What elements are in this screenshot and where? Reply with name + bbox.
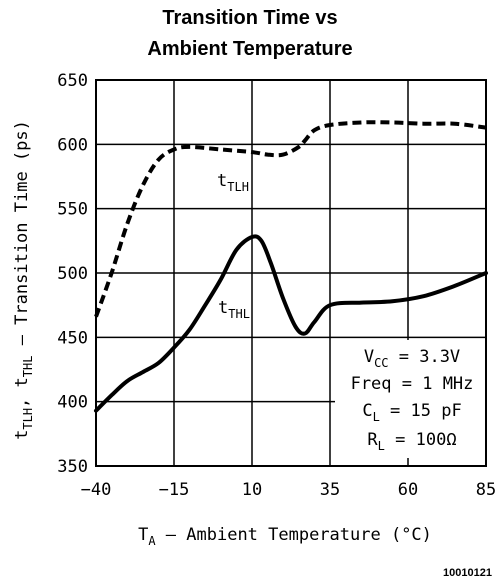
annotation-vcc: VCC = 3.3V: [364, 347, 460, 370]
x-tick-label: 85: [476, 480, 496, 500]
y-tick-label: 500: [57, 264, 88, 284]
x-tick-label: −15: [159, 480, 190, 500]
annotation-group: VCC = 3.3V Freq = 1 MHz CL = 15 pF RL = …: [351, 347, 474, 453]
y-tick-label: 650: [57, 71, 88, 91]
x-tick-label: 10: [242, 480, 262, 500]
series-line-tTHL: [94, 234, 488, 413]
y-tick-label: 550: [57, 200, 88, 220]
y-tick-label: 450: [57, 328, 88, 348]
chart-title-line-1: Transition Time vs: [162, 7, 337, 29]
x-tick-label: −40: [81, 480, 112, 500]
tick-labels: −40 −15 10 35 60 85 350 400 450 500 550 600 650: [57, 71, 496, 500]
annotation-box: [335, 340, 485, 458]
series-group: [94, 120, 488, 413]
figure-id: 10010121: [443, 567, 492, 579]
annotation-rl: RL = 100Ω: [367, 430, 456, 453]
annotation-cl: CL = 15 pF: [362, 401, 461, 424]
series-label-tTLH: tTLH: [217, 171, 249, 194]
y-tick-label: 600: [57, 135, 88, 155]
y-tick-label: 350: [57, 457, 88, 477]
series-line-tTLH: [94, 120, 487, 318]
y-tick-label: 400: [57, 393, 88, 413]
x-tick-label: 35: [320, 480, 340, 500]
x-axis-label: TA – Ambient Temperature (°C): [138, 525, 432, 548]
chart-title-line-2: Ambient Temperature: [147, 38, 352, 60]
series-label-tTHL: tTHL: [218, 298, 250, 321]
annotation-freq: Freq = 1 MHz: [351, 374, 474, 394]
x-tick-label: 60: [398, 480, 418, 500]
y-axis-label: tTLH, tTHL – Transition Time (ps): [12, 120, 35, 440]
